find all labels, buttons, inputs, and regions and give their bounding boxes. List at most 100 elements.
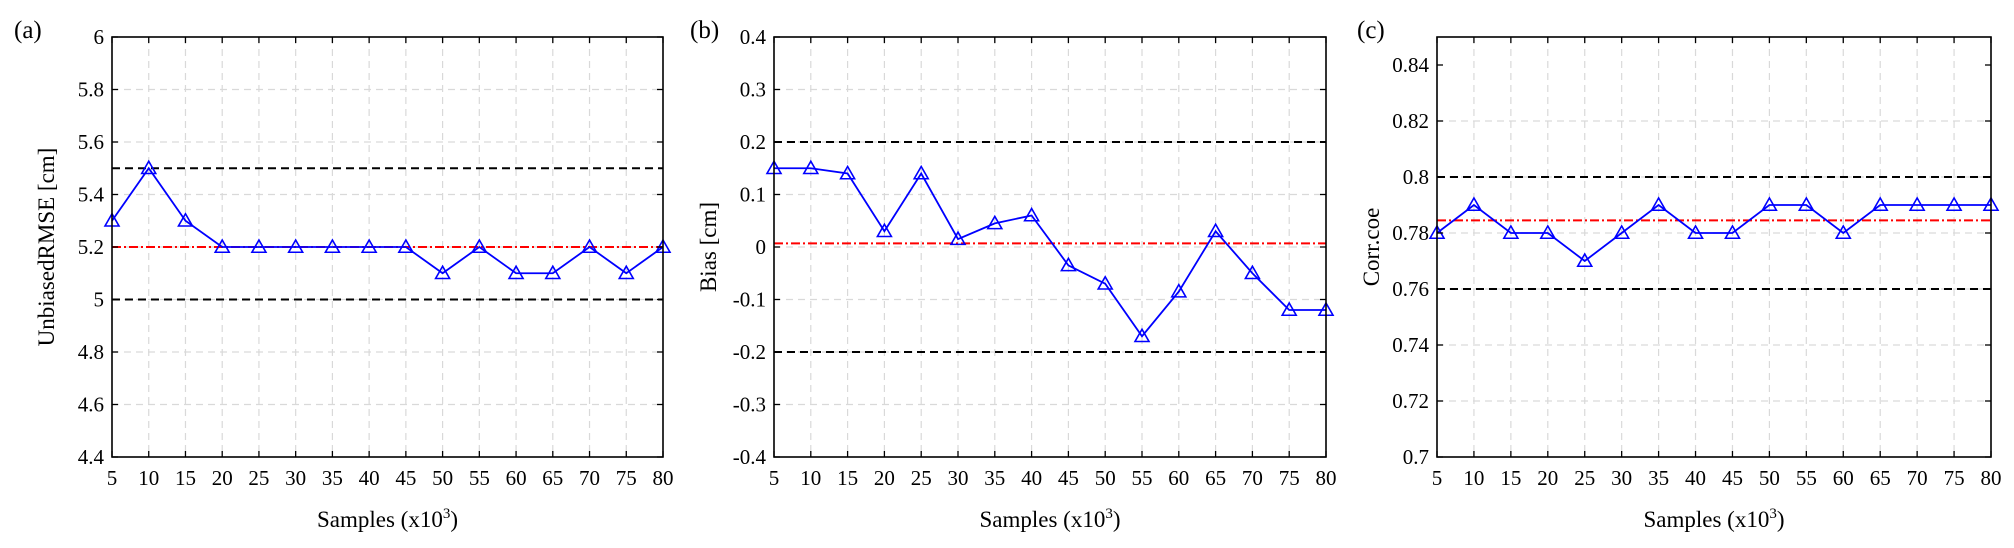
x-tick-label: 35 bbox=[1648, 466, 1669, 490]
x-tick-label: 40 bbox=[1685, 466, 1706, 490]
x-axis-title-superscript: 3 bbox=[1769, 506, 1777, 522]
x-tick-label: 15 bbox=[1500, 466, 1521, 490]
x-axis-title-text: Samples (x10 bbox=[979, 507, 1105, 532]
y-tick-label: 5 bbox=[94, 288, 105, 312]
x-tick-label: 75 bbox=[616, 466, 637, 490]
y-tick-label: -0.4 bbox=[733, 445, 767, 469]
data-point-marker bbox=[912, 164, 930, 180]
x-axis-title-close: ) bbox=[1777, 507, 1785, 532]
y-tick-label: 0.82 bbox=[1392, 109, 1429, 133]
x-tick-label: 15 bbox=[175, 466, 196, 490]
data-point-marker bbox=[1539, 224, 1557, 240]
x-tick-label: 55 bbox=[1132, 466, 1153, 490]
data-point-marker bbox=[1280, 301, 1298, 317]
data-point-marker bbox=[1613, 224, 1631, 240]
y-tick-label: -0.1 bbox=[733, 288, 766, 312]
y-tick-label: 0.76 bbox=[1392, 277, 1429, 301]
x-tick-label: 5 bbox=[107, 466, 118, 490]
data-point-marker bbox=[1908, 196, 1926, 212]
data-point-marker bbox=[213, 238, 231, 254]
x-tick-label: 10 bbox=[1463, 466, 1484, 490]
series-line bbox=[111, 166, 664, 275]
data-point-marker bbox=[1761, 196, 1778, 212]
x-tick-label: 65 bbox=[542, 466, 563, 490]
x-tick-label: 25 bbox=[248, 466, 269, 490]
x-tick-label: 70 bbox=[1242, 466, 1263, 490]
x-tick-label: 20 bbox=[212, 466, 233, 490]
y-tick-label: 0.2 bbox=[740, 130, 766, 154]
y-tick-label: 0.72 bbox=[1392, 389, 1429, 413]
data-point-marker bbox=[360, 238, 378, 254]
x-axis-title-superscript: 3 bbox=[443, 506, 451, 522]
x-tick-label: 80 bbox=[1316, 466, 1337, 490]
y-tick-label: 0.3 bbox=[740, 78, 766, 102]
x-tick-label: 50 bbox=[1759, 466, 1780, 490]
data-point-marker bbox=[1133, 327, 1151, 343]
x-axis-title-text: Samples (x10 bbox=[317, 507, 443, 532]
x-tick-label: 25 bbox=[911, 466, 932, 490]
panel-label: (a) bbox=[14, 17, 42, 44]
x-tick-label: 5 bbox=[1432, 466, 1443, 490]
x-tick-label: 10 bbox=[138, 466, 159, 490]
x-tick-label: 50 bbox=[1095, 466, 1116, 490]
y-tick-label: 0.74 bbox=[1392, 333, 1429, 357]
chart-panel-1: 5 10 15 20 25 30 35 40 45 50 55 60 65 70 75 804.44.64.8… bbox=[14, 17, 674, 532]
x-tick-label: 65 bbox=[1870, 466, 1891, 490]
y-tick-label: 0.84 bbox=[1392, 53, 1429, 77]
x-tick-label: 35 bbox=[984, 466, 1005, 490]
y-tick-label: 0.8 bbox=[1403, 165, 1429, 189]
panel-label: (b) bbox=[690, 17, 719, 44]
x-axis-title-close: ) bbox=[1113, 507, 1121, 532]
data-point-marker bbox=[1576, 252, 1594, 268]
x-tick-label: 45 bbox=[1722, 466, 1743, 490]
x-tick-label: 35 bbox=[322, 466, 343, 490]
y-axis-title: Bias [cm] bbox=[696, 202, 721, 292]
x-tick-label: 65 bbox=[1205, 466, 1226, 490]
y-tick-label: -0.3 bbox=[733, 393, 766, 417]
x-tick-label: 20 bbox=[1537, 466, 1558, 490]
series-line bbox=[1436, 203, 1991, 263]
data-point-marker bbox=[250, 238, 268, 254]
data-point-marker bbox=[1724, 224, 1741, 240]
data-point-marker bbox=[177, 212, 194, 227]
tick-marks bbox=[111, 36, 664, 458]
x-axis-title: Samples (x103) bbox=[317, 506, 458, 532]
x-tick-label: 60 bbox=[506, 466, 527, 490]
plot-area bbox=[1437, 37, 1991, 457]
data-point-marker bbox=[287, 238, 305, 254]
data-point-marker bbox=[839, 164, 856, 180]
x-tick-label: 10 bbox=[800, 466, 821, 490]
y-tick-label: 0.78 bbox=[1392, 221, 1429, 245]
y-tick-label: 4.6 bbox=[78, 393, 104, 417]
y-tick-label: 0 bbox=[756, 235, 767, 259]
y-tick-label: 5.8 bbox=[78, 78, 104, 102]
x-tick-label: 30 bbox=[285, 466, 306, 490]
data-point-marker bbox=[949, 230, 967, 246]
panel-label: (c) bbox=[1357, 17, 1385, 44]
x-tick-label: 30 bbox=[948, 466, 969, 490]
y-tick-label: 6 bbox=[94, 25, 105, 49]
data-point-marker bbox=[1650, 196, 1667, 212]
x-tick-label: 55 bbox=[1796, 466, 1817, 490]
x-tick-label: 70 bbox=[579, 466, 600, 490]
x-tick-label: 15 bbox=[837, 466, 858, 490]
grid-lines bbox=[774, 37, 1326, 457]
x-tick-label: 45 bbox=[395, 466, 416, 490]
x-tick-label: 70 bbox=[1907, 466, 1928, 490]
x-tick-label: 55 bbox=[469, 466, 490, 490]
x-axis-title-close: ) bbox=[450, 507, 458, 532]
tick-marks bbox=[773, 36, 1327, 458]
x-tick-label: 80 bbox=[653, 466, 674, 490]
x-tick-label: 30 bbox=[1611, 466, 1632, 490]
x-tick-label: 75 bbox=[1279, 466, 1300, 490]
y-tick-label: 5.4 bbox=[78, 183, 105, 207]
x-tick-label: 40 bbox=[359, 466, 380, 490]
x-tick-label: 80 bbox=[1981, 466, 2002, 490]
data-point-marker bbox=[1023, 206, 1040, 222]
y-tick-label: 4.4 bbox=[78, 445, 105, 469]
chart-panel-3: 5 10 15 20 25 30 35 40 45 50 55 60 65 70 75 80 0.7 0.72 0.… bbox=[1357, 17, 2002, 532]
x-tick-label: 5 bbox=[769, 466, 780, 490]
data-point-marker bbox=[1170, 283, 1188, 298]
x-tick-label: 50 bbox=[432, 466, 453, 490]
